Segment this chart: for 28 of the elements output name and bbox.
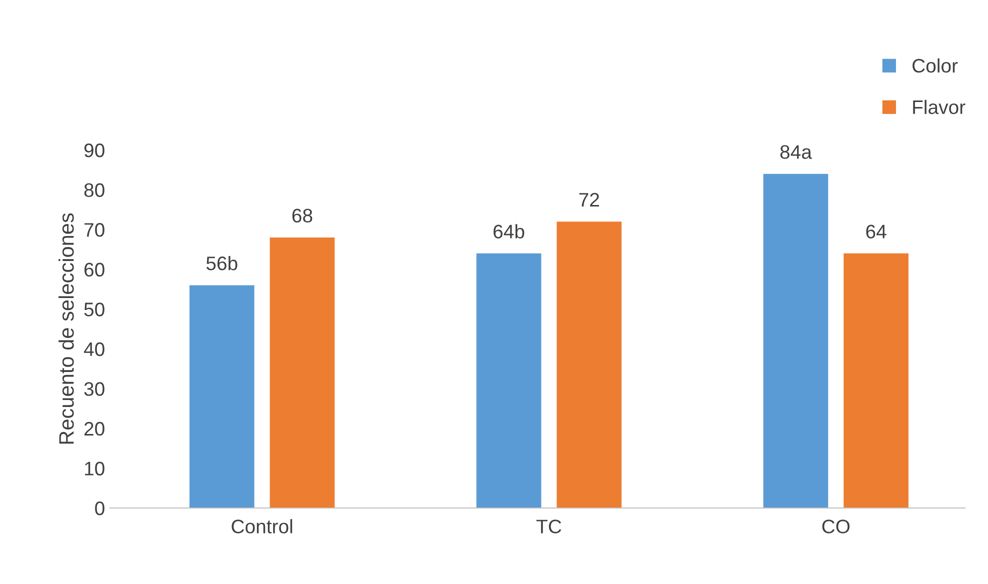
x-tick-label: CO [822, 520, 850, 534]
y-tick-label: 80 [84, 183, 104, 198]
bar [844, 253, 908, 508]
y-axis-title: Recuento de selecciones [58, 213, 74, 444]
y-tick-label: 20 [84, 422, 104, 436]
y-tick-label: 60 [84, 262, 104, 277]
y-tick-label: 50 [84, 302, 104, 316]
x-tick-label: Control [232, 519, 292, 534]
bar [189, 285, 254, 508]
y-tick-label: 40 [84, 342, 104, 356]
data-label: 84a [780, 145, 812, 159]
bar [270, 238, 335, 508]
legend-label: Color [912, 58, 958, 73]
data-label: 64b [494, 224, 524, 238]
y-tick-label: 10 [84, 462, 104, 476]
y-tick-label: 90 [84, 143, 104, 158]
bar [476, 253, 542, 508]
data-label: 72 [579, 192, 599, 206]
data-label: 68 [292, 208, 312, 223]
data-label: 56b [206, 256, 238, 270]
data-label: 64 [866, 224, 886, 238]
y-tick-label: 70 [84, 223, 104, 237]
y-tick-label: 30 [84, 382, 104, 396]
y-tick-label: 0 [95, 501, 104, 516]
legend-label: Flavor [913, 100, 966, 114]
x-tick-label: TC [536, 520, 562, 534]
bar [763, 174, 828, 508]
bar [556, 222, 622, 508]
